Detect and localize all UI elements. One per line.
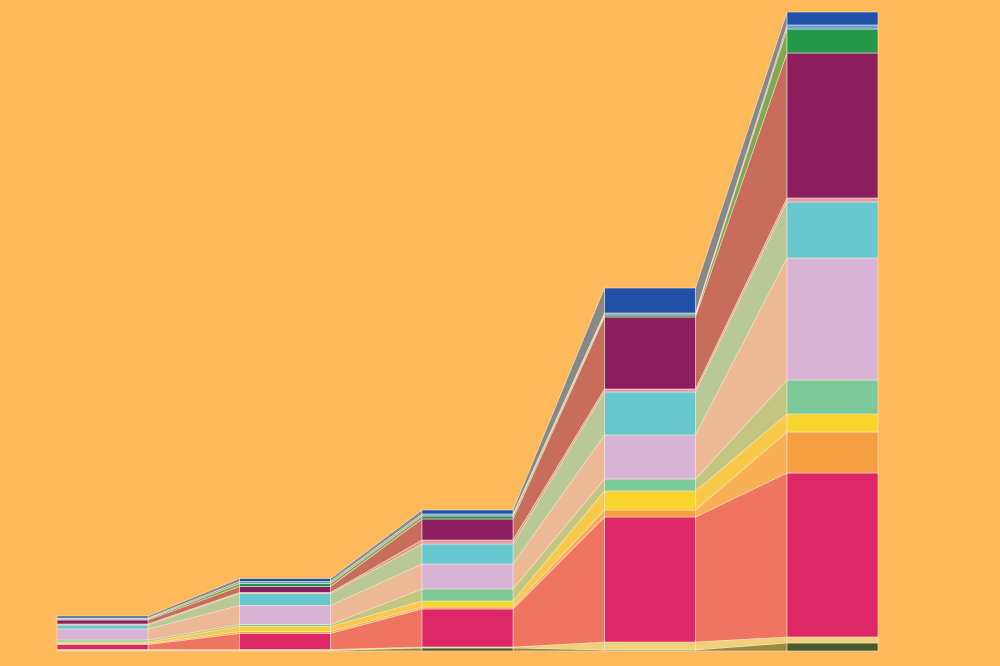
bar-segment — [239, 586, 331, 593]
bar-segment — [56, 628, 149, 641]
bar-segment — [786, 197, 879, 203]
bar-segment — [786, 28, 879, 54]
bar-segment — [421, 543, 514, 565]
bar-segment — [56, 644, 149, 650]
bar-segment — [786, 52, 879, 199]
bar-segment — [604, 641, 696, 651]
bar-segment — [239, 583, 331, 587]
bar-segment — [604, 516, 696, 643]
bar-segment — [421, 515, 514, 520]
bar-segment — [421, 518, 514, 541]
bar-segment — [604, 391, 696, 436]
bar-segment — [56, 624, 149, 630]
bar-segment — [786, 642, 879, 652]
bar-segment — [421, 563, 514, 590]
bar-segment — [604, 434, 696, 480]
bar-segment — [604, 287, 696, 314]
bar-segment — [604, 388, 696, 393]
bar-segment — [786, 413, 879, 433]
bar-segment — [786, 431, 879, 474]
bar-segment — [604, 478, 696, 492]
bar-segment — [239, 593, 331, 606]
bar-segment — [786, 472, 879, 638]
bar-segment — [604, 316, 696, 390]
bar-segment — [421, 539, 514, 545]
bar-segment — [604, 509, 696, 518]
bar-segment — [56, 615, 149, 619]
bar-segment — [239, 626, 331, 632]
bar-segment — [604, 490, 696, 511]
bar-segment — [786, 257, 879, 381]
bar-segment — [421, 647, 514, 652]
bar-segment — [786, 201, 879, 259]
bar-segment — [786, 24, 879, 30]
bar-segment — [786, 636, 879, 644]
bar-segment — [239, 605, 331, 625]
bar-segment — [786, 379, 879, 415]
bar-segment — [421, 588, 514, 602]
bar-segment — [421, 600, 514, 608]
bar-segment — [421, 509, 514, 515]
bar-segment — [239, 578, 331, 582]
bar-segment — [786, 11, 879, 26]
bar-segment — [56, 619, 149, 625]
bar-segment — [239, 633, 331, 650]
bar-segment — [421, 608, 514, 648]
